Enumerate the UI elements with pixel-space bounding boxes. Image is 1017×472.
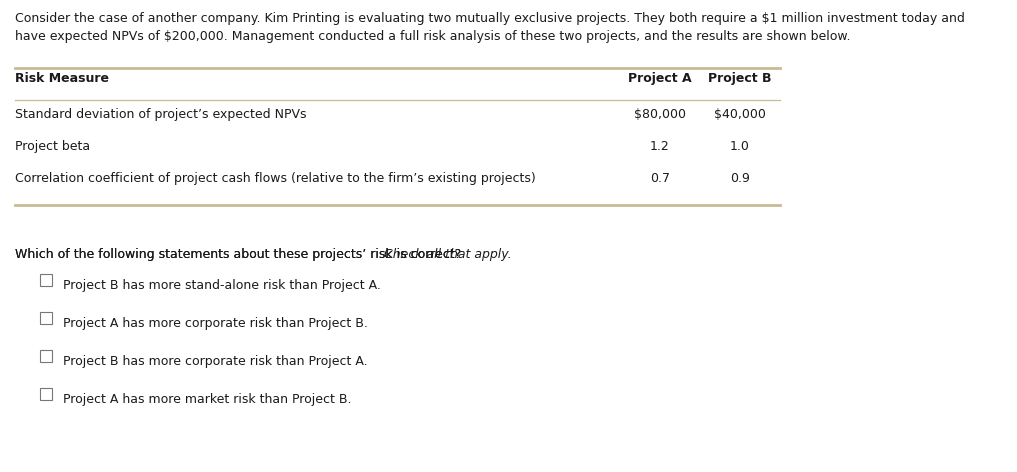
Text: $80,000: $80,000: [634, 108, 686, 121]
Text: have expected NPVs of $200,000. Management conducted a full risk analysis of the: have expected NPVs of $200,000. Manageme…: [15, 30, 850, 43]
Text: Risk Measure: Risk Measure: [15, 72, 109, 85]
Text: Project B has more stand-alone risk than Project A.: Project B has more stand-alone risk than…: [63, 279, 381, 292]
Text: Consider the case of another company. Kim Printing is evaluating two mutually ex: Consider the case of another company. Ki…: [15, 12, 965, 25]
Text: Project B: Project B: [708, 72, 772, 85]
Text: Project A has more market risk than Project B.: Project A has more market risk than Proj…: [63, 393, 352, 406]
Bar: [40, 274, 52, 286]
Text: 0.7: 0.7: [650, 172, 670, 185]
Bar: [40, 388, 52, 400]
Text: 1.0: 1.0: [730, 140, 750, 153]
Text: Correlation coefficient of project cash flows (relative to the firm’s existing p: Correlation coefficient of project cash …: [15, 172, 536, 185]
Bar: [40, 312, 52, 324]
Text: Standard deviation of project’s expected NPVs: Standard deviation of project’s expected…: [15, 108, 306, 121]
Bar: [40, 350, 52, 362]
Text: Which of the following statements about these projects’ risk is correct?: Which of the following statements about …: [15, 248, 465, 261]
Text: Which of the following statements about these projects’ risk is correct?: Which of the following statements about …: [15, 248, 465, 261]
Text: Project beta: Project beta: [15, 140, 91, 153]
Text: Project A: Project A: [629, 72, 692, 85]
Text: Project A has more corporate risk than Project B.: Project A has more corporate risk than P…: [63, 317, 368, 330]
Text: Project B has more corporate risk than Project A.: Project B has more corporate risk than P…: [63, 355, 367, 368]
Text: 1.2: 1.2: [650, 140, 670, 153]
Text: 0.9: 0.9: [730, 172, 750, 185]
Text: Check all that apply.: Check all that apply.: [383, 248, 512, 261]
Text: $40,000: $40,000: [714, 108, 766, 121]
